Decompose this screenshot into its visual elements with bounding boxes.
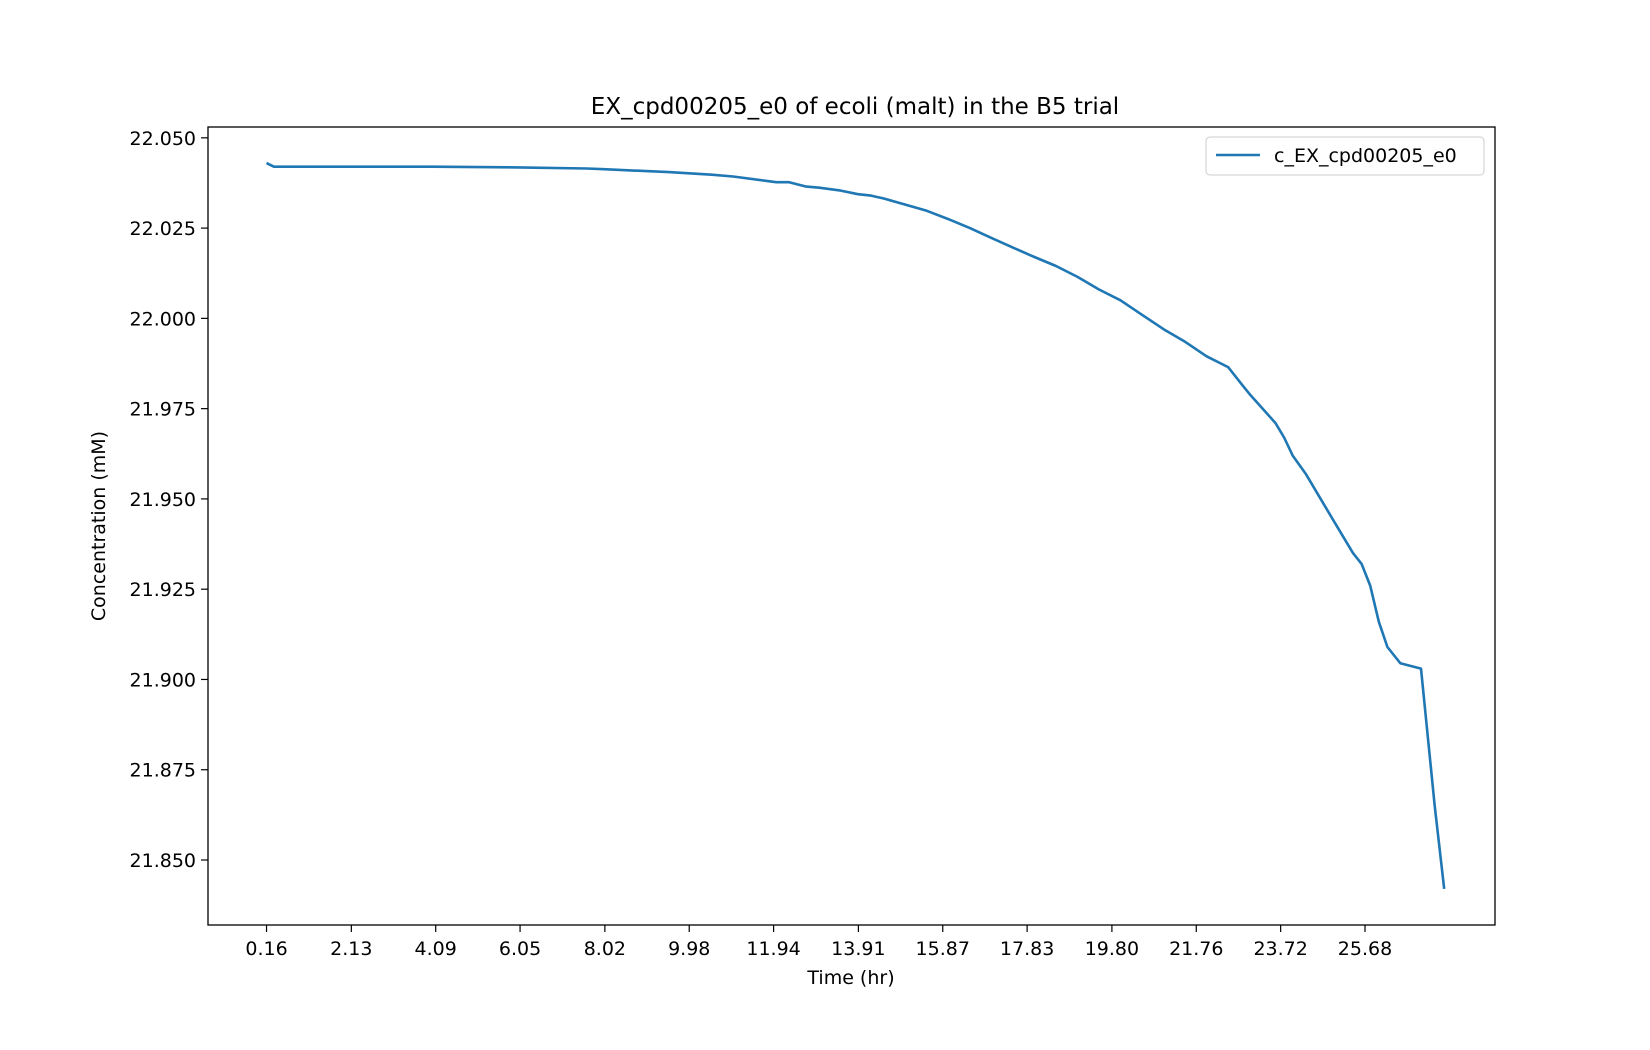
plot-area	[207, 126, 1496, 926]
x-tick-label: 21.76	[1169, 938, 1223, 960]
y-axis-ticks: 21.850 21.875 21.900 21.925 21.950 21.975 22.0…	[130, 128, 208, 872]
legend-box	[1205, 136, 1485, 176]
y-tick-label: 21.850	[130, 850, 196, 872]
y-tick-label: 22.000	[130, 308, 196, 330]
legend: c_EX_cpd00205_e0	[1205, 136, 1485, 176]
legend-label: c_EX_cpd00205_e0	[1274, 145, 1457, 167]
x-tick-label: 25.68	[1338, 938, 1392, 960]
x-tick-label: 4.09	[415, 938, 457, 960]
y-tick-label: 22.050	[130, 128, 196, 150]
x-tick-label: 0.16	[245, 938, 287, 960]
x-tick-label: 13.91	[831, 938, 885, 960]
chart-title: EX_cpd00205_e0 of ecoli (malt) in the B5…	[591, 94, 1119, 120]
y-tick-label: 21.900	[130, 669, 196, 691]
y-tick-label: 21.950	[130, 489, 196, 511]
x-tick-label: 2.13	[330, 938, 372, 960]
y-tick-label: 21.975	[130, 399, 196, 421]
x-tick-label: 15.87	[916, 938, 970, 960]
x-tick-label: 8.02	[584, 938, 626, 960]
y-tick-label: 21.925	[130, 579, 196, 601]
y-tick-label: 22.025	[130, 218, 196, 240]
y-axis-label: Concentration (mM)	[88, 431, 110, 621]
x-axis-ticks: 0.16 2.13 4.09 6.05 8.02 9.98 11.94 13.91 15.87 1…	[245, 925, 1392, 960]
x-tick-label: 9.98	[668, 938, 710, 960]
x-tick-label: 11.94	[746, 938, 800, 960]
x-tick-label: 19.80	[1085, 938, 1139, 960]
y-tick-label: 21.875	[130, 760, 196, 782]
x-tick-label: 6.05	[499, 938, 541, 960]
series-line	[265, 161, 1446, 890]
x-tick-label: 17.83	[1000, 938, 1054, 960]
x-axis-label: Time (hr)	[806, 967, 894, 989]
x-tick-label: 23.72	[1253, 938, 1307, 960]
